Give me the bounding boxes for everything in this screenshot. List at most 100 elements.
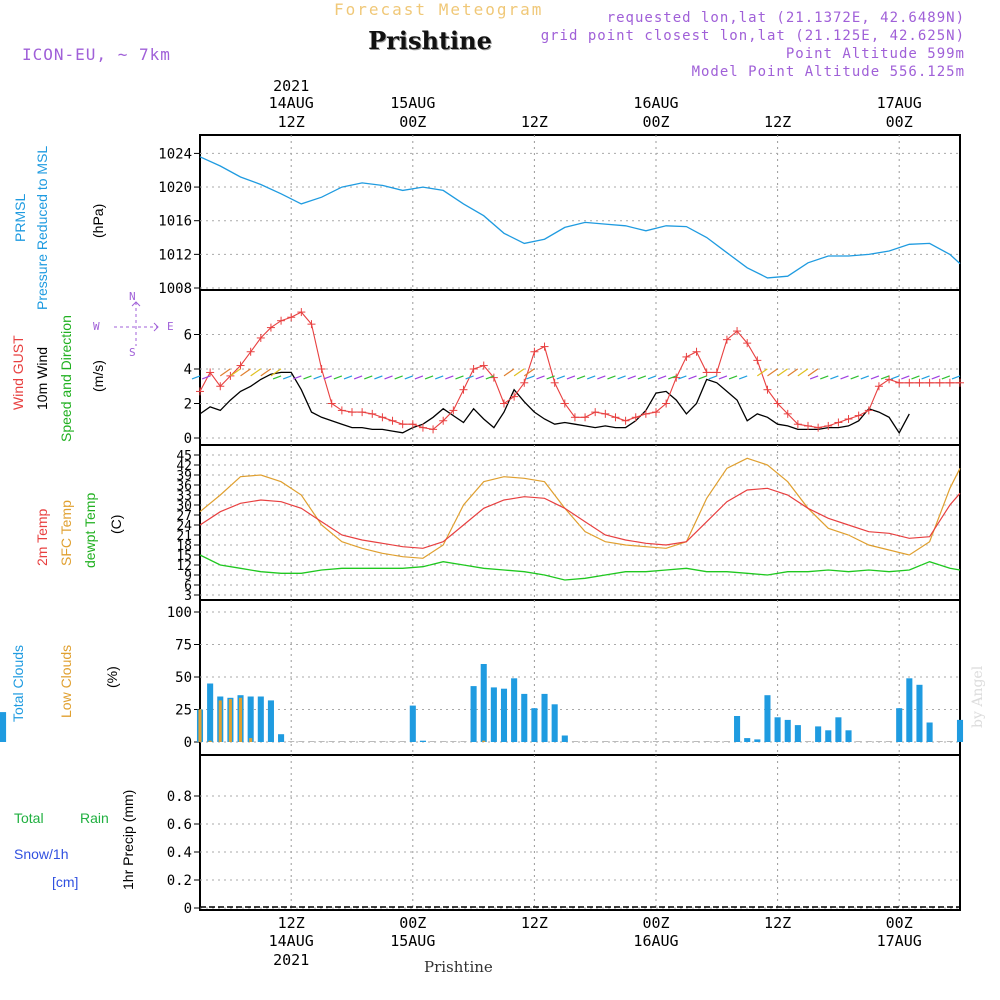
total-cloud-bar (865, 741, 872, 742)
wind-arrow-icon (728, 375, 738, 380)
wind-arrow-icon (465, 375, 474, 380)
page-title: Prishtine (368, 26, 492, 55)
wind-arrow-icon (219, 368, 231, 377)
time-label-top-hour: 12Z (278, 113, 305, 131)
total-cloud-bar (602, 741, 609, 742)
time-label-bottom: 17AUG (877, 932, 922, 950)
sfc-temp-series-line (199, 457, 961, 559)
total-cloud-bar (794, 725, 801, 742)
time-label-top-hour: 00Z (399, 113, 426, 131)
wind-arrow-icon (536, 375, 545, 380)
time-label-top: 17AUG (877, 94, 922, 112)
precip-cm-label: [cm] (52, 874, 79, 890)
wind-arrow-icon (364, 375, 373, 380)
gust-point (449, 406, 458, 415)
gust-point (956, 378, 964, 387)
total-cloud-bar (845, 730, 852, 742)
gust-point (439, 416, 448, 425)
total-cloud-bar (470, 686, 477, 742)
time-label-top: 16AUG (633, 94, 678, 112)
low-cloud-bar (218, 700, 222, 742)
gust-point (500, 399, 508, 408)
precip-total-label: Total (14, 810, 44, 826)
gust-point (317, 365, 326, 373)
y-tick-label: 0 (184, 431, 192, 447)
wind-arrow-icon (445, 375, 454, 380)
low-cloud-bar (198, 709, 202, 742)
total-cloud-bar (288, 741, 295, 742)
wind-arrow-icon (272, 375, 282, 380)
gust-point (520, 378, 529, 387)
total-cloud-bar (886, 741, 893, 742)
compass-east: E (167, 320, 174, 333)
y-tick-label: 30 (176, 499, 192, 514)
gust-point (540, 342, 549, 351)
point-altitude: Point Altitude 599m (785, 46, 965, 62)
gust-point (469, 365, 478, 373)
total-cloud-bar (440, 741, 447, 742)
wind-arrow-icon (455, 375, 464, 380)
total-cloud-bar (500, 688, 508, 742)
gust-point (844, 415, 853, 424)
total-cloud-bar (815, 726, 822, 742)
total-cloud-bar (855, 741, 862, 742)
gust-point (530, 347, 539, 356)
wind-arrow-icon (738, 375, 748, 380)
gust-point (510, 392, 519, 401)
gust-point (196, 387, 204, 396)
total-cloud-bar (348, 741, 356, 742)
total-cloud-bar (703, 741, 710, 742)
gust-point (459, 385, 468, 394)
compass-south: S (129, 346, 136, 359)
wind-arrow-icon (404, 375, 414, 380)
y-tick-label: 6 (184, 579, 192, 594)
total-cloud-bar (531, 708, 538, 742)
total-cloud-bar (652, 741, 660, 742)
time-label-bottom: 14AUG (269, 932, 314, 950)
wind-arrow-icon (797, 368, 809, 377)
total-cloud-bar (0, 712, 7, 742)
total-cloud-bar (278, 734, 285, 742)
total-cloud-bar (784, 719, 791, 742)
total-cloud-bar (936, 741, 943, 742)
y-tick-label: 0.2 (167, 873, 192, 889)
gust-point (277, 316, 286, 325)
wind-arrow-icon (475, 375, 484, 380)
wind-arrow-icon (890, 375, 900, 380)
wind-arrow-icon (870, 375, 880, 380)
gust-point (348, 408, 356, 417)
total-cloud-bar (308, 741, 315, 742)
time-label-top-hour: 00Z (642, 113, 669, 131)
wind-arrow-icon (627, 375, 636, 380)
wind-arrow-icon (809, 375, 819, 380)
total-cloud-bar (683, 741, 690, 742)
gust-point (804, 421, 812, 430)
gust-point (692, 347, 701, 356)
gust-point (824, 421, 833, 430)
total-cloud-bar (835, 717, 842, 742)
y-tick-label: 36 (176, 479, 192, 494)
t2m-series-line (199, 487, 961, 549)
gust-point (682, 352, 691, 361)
total-cloud-bar (582, 741, 589, 742)
gust-point (601, 409, 610, 418)
wind-arrow-icon (931, 375, 940, 380)
gust-point (489, 373, 498, 382)
footer-location: Prishtine (424, 958, 493, 976)
wind-arrow-icon (434, 375, 444, 380)
gust-point (773, 399, 782, 408)
y-tick-label: 75 (175, 638, 192, 654)
y-tick-label: 0.6 (167, 817, 192, 833)
gust-point (216, 382, 225, 391)
total-cloud-bar (430, 741, 437, 742)
total-cloud-bar (926, 722, 933, 742)
wind-arrow-icon (901, 375, 910, 380)
low-cloud-bar (249, 738, 253, 742)
total-cloud-bar (338, 741, 345, 742)
time-label-bottom-hour: 12Z (521, 914, 548, 932)
wind-arrow-icon (850, 375, 859, 380)
gust-point (895, 378, 904, 387)
time-label-bottom-hour: 00Z (399, 914, 426, 932)
total-cloud-bar (906, 678, 913, 742)
model-point-altitude: Model Point Altitude 556.125m (691, 64, 965, 80)
